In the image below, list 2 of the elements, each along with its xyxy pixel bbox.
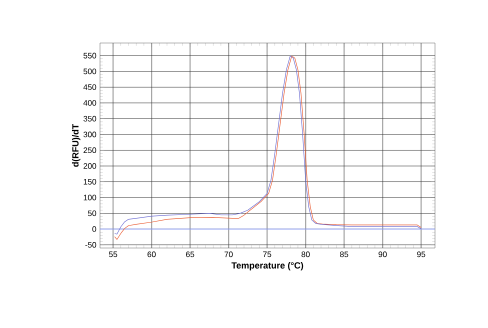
x-axis-title: Temperature (°C) <box>232 262 304 270</box>
y-axis-title: d(RFU)/dT <box>72 124 80 167</box>
